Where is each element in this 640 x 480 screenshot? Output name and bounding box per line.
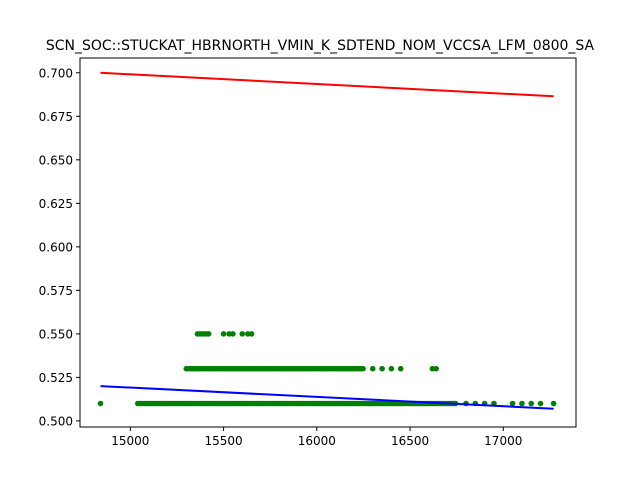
y-tick-label: 0.675 (39, 110, 73, 124)
data-point (509, 400, 516, 407)
y-tick-label: 0.650 (39, 153, 73, 167)
data-point (537, 400, 544, 407)
data-point (230, 331, 236, 337)
data-point (519, 400, 525, 407)
axes: 15000 15500 16000 16500 17000 0.500 0.525 0.550… (39, 57, 577, 448)
x-tick-label: 15500 (204, 434, 242, 448)
data-point (239, 331, 246, 337)
data-point (97, 400, 104, 407)
data-point (220, 331, 227, 337)
y-tick-label: 0.500 (39, 414, 73, 428)
y-tick-label: 0.600 (39, 240, 73, 254)
y-tick-label: 0.550 (39, 327, 73, 341)
data-point (360, 365, 366, 372)
x-tick-label: 15000 (111, 434, 149, 448)
data-point (528, 400, 535, 407)
data-point (369, 365, 376, 372)
y-tick-label: 0.525 (39, 371, 73, 385)
y-tick-label: 0.625 (39, 197, 73, 211)
data-point (397, 365, 404, 372)
x-tick-label: 16000 (298, 434, 336, 448)
data-point (550, 400, 557, 407)
y-tick-label: 0.700 (39, 66, 73, 80)
chart-title: SCN_SOC::STUCKAT_HBRNORTH_VMIN_K_SDTEND_… (46, 38, 595, 54)
data-point (379, 365, 385, 372)
plot-marks (97, 71, 557, 410)
x-tick-label: 16500 (391, 434, 429, 448)
y-tick-label: 0.575 (39, 284, 73, 298)
data-point (248, 331, 255, 337)
data-point (433, 365, 439, 372)
plot-area (97, 71, 557, 410)
x-tick-label: 17000 (484, 434, 522, 448)
axes-frame (79, 57, 577, 428)
data-point (388, 365, 395, 372)
lower-limit-line (100, 385, 554, 410)
data-point (205, 331, 212, 337)
upper-limit-line (100, 71, 554, 98)
